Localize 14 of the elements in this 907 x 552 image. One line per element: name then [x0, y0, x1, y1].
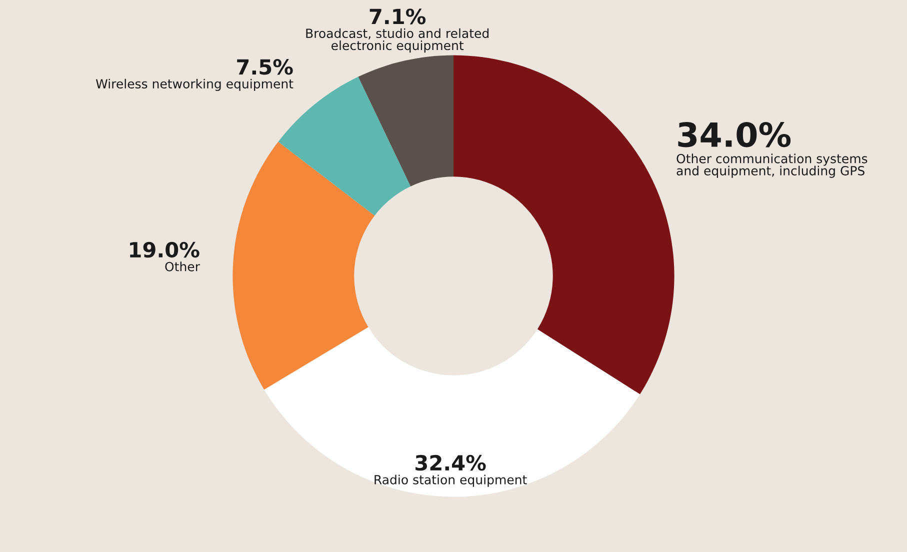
slice-label: Other: [165, 262, 200, 272]
slice-label: Broadcast, studio and related electronic equipment: [306, 28, 489, 53]
slice-label: Wireless networking equipment: [96, 78, 294, 91]
slice-label: Radio station equipment: [374, 474, 527, 487]
donut-slice: [264, 327, 640, 497]
donut-slice: [232, 142, 375, 390]
slice-label: Other communication systems and equipment, including GPS: [676, 154, 868, 178]
data-label: 7.5%: [237, 59, 293, 75]
donut-slice: [358, 55, 454, 186]
data-label: 34.0%: [678, 122, 791, 148]
data-label: 7.1%: [370, 8, 426, 24]
data-label: 32.4%: [416, 454, 486, 471]
donut-slice: [454, 55, 674, 394]
data-label: 19.0%: [130, 242, 200, 258]
